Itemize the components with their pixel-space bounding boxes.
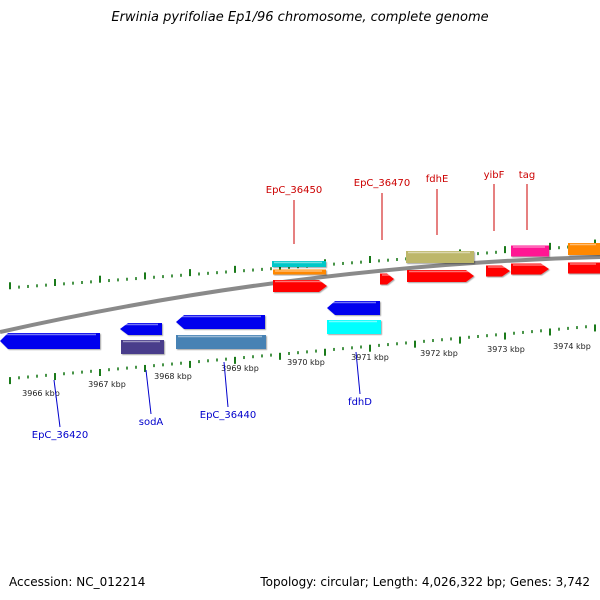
gene-feature[interactable] <box>568 262 600 274</box>
gene-soda[interactable] <box>120 323 162 335</box>
scale-label: 3971 kbp <box>351 353 389 362</box>
topology-text: Topology: circular; Length: 4,026,322 bp… <box>260 575 590 589</box>
scale-label: 3968 kbp <box>154 372 192 381</box>
gene-label-fdhd[interactable]: fdhD <box>348 397 372 408</box>
callout-line <box>53 379 61 428</box>
scale-label: 3974 kbp <box>553 342 591 351</box>
gene-label-epc-36470[interactable]: EpC_36470 <box>354 178 410 189</box>
chromosome-backbone <box>0 255 600 334</box>
callout-line <box>145 369 152 415</box>
scale-label: 3966 kbp <box>22 389 60 398</box>
gene-feature[interactable] <box>568 243 600 255</box>
gene-feature[interactable] <box>511 263 549 275</box>
gene-feature[interactable] <box>273 269 326 275</box>
scale-labels: 3966 kbp 3967 kbp 3968 kbp 3969 kbp 3970 kbp… <box>22 342 591 398</box>
scale-label: 3972 kbp <box>420 349 458 358</box>
gene-tag[interactable] <box>511 245 549 257</box>
scale-label: 3967 kbp <box>88 380 126 389</box>
gene-callouts: EpC_36450 EpC_36470 fdhE yibF tag EpC_36420 so… <box>32 170 535 441</box>
gene-feature[interactable] <box>273 280 327 292</box>
gene-yibf[interactable] <box>486 265 510 277</box>
scale-label: 3970 kbp <box>287 358 325 367</box>
gene-label-fdhe[interactable]: fdhE <box>426 174 449 185</box>
scale-label: 3969 kbp <box>221 364 259 373</box>
gene-epc-36440[interactable] <box>176 315 265 329</box>
gene-fdhd[interactable] <box>327 301 380 315</box>
gene-label-yibf[interactable]: yibF <box>484 170 505 181</box>
gene-label-tag[interactable]: tag <box>519 170 535 181</box>
callout-line <box>355 351 361 395</box>
gene-label-epc-36450[interactable]: EpC_36450 <box>266 185 322 196</box>
gene-label-soda[interactable]: sodA <box>139 417 164 428</box>
gene-feature[interactable] <box>327 320 381 334</box>
gene-feature[interactable] <box>121 340 164 354</box>
scale-label: 3973 kbp <box>487 345 525 354</box>
gene-features <box>0 243 600 354</box>
gene-epc-36470[interactable] <box>380 273 394 285</box>
gene-feature[interactable] <box>407 270 474 282</box>
gene-label-epc-36440[interactable]: EpC_36440 <box>200 410 256 421</box>
callout-line <box>223 361 229 408</box>
gene-epc-36450[interactable] <box>272 261 326 267</box>
accession-text: Accession: NC_012214 <box>9 575 146 589</box>
gene-label-epc-36420[interactable]: EpC_36420 <box>32 430 88 441</box>
map-title: Erwinia pyrifoliae Ep1/96 chromosome, co… <box>111 10 489 25</box>
gene-epc-36420[interactable] <box>0 333 100 349</box>
gene-feature[interactable] <box>176 335 266 349</box>
gene-fdhe[interactable] <box>406 251 474 263</box>
tick-row-bottom <box>9 324 596 385</box>
